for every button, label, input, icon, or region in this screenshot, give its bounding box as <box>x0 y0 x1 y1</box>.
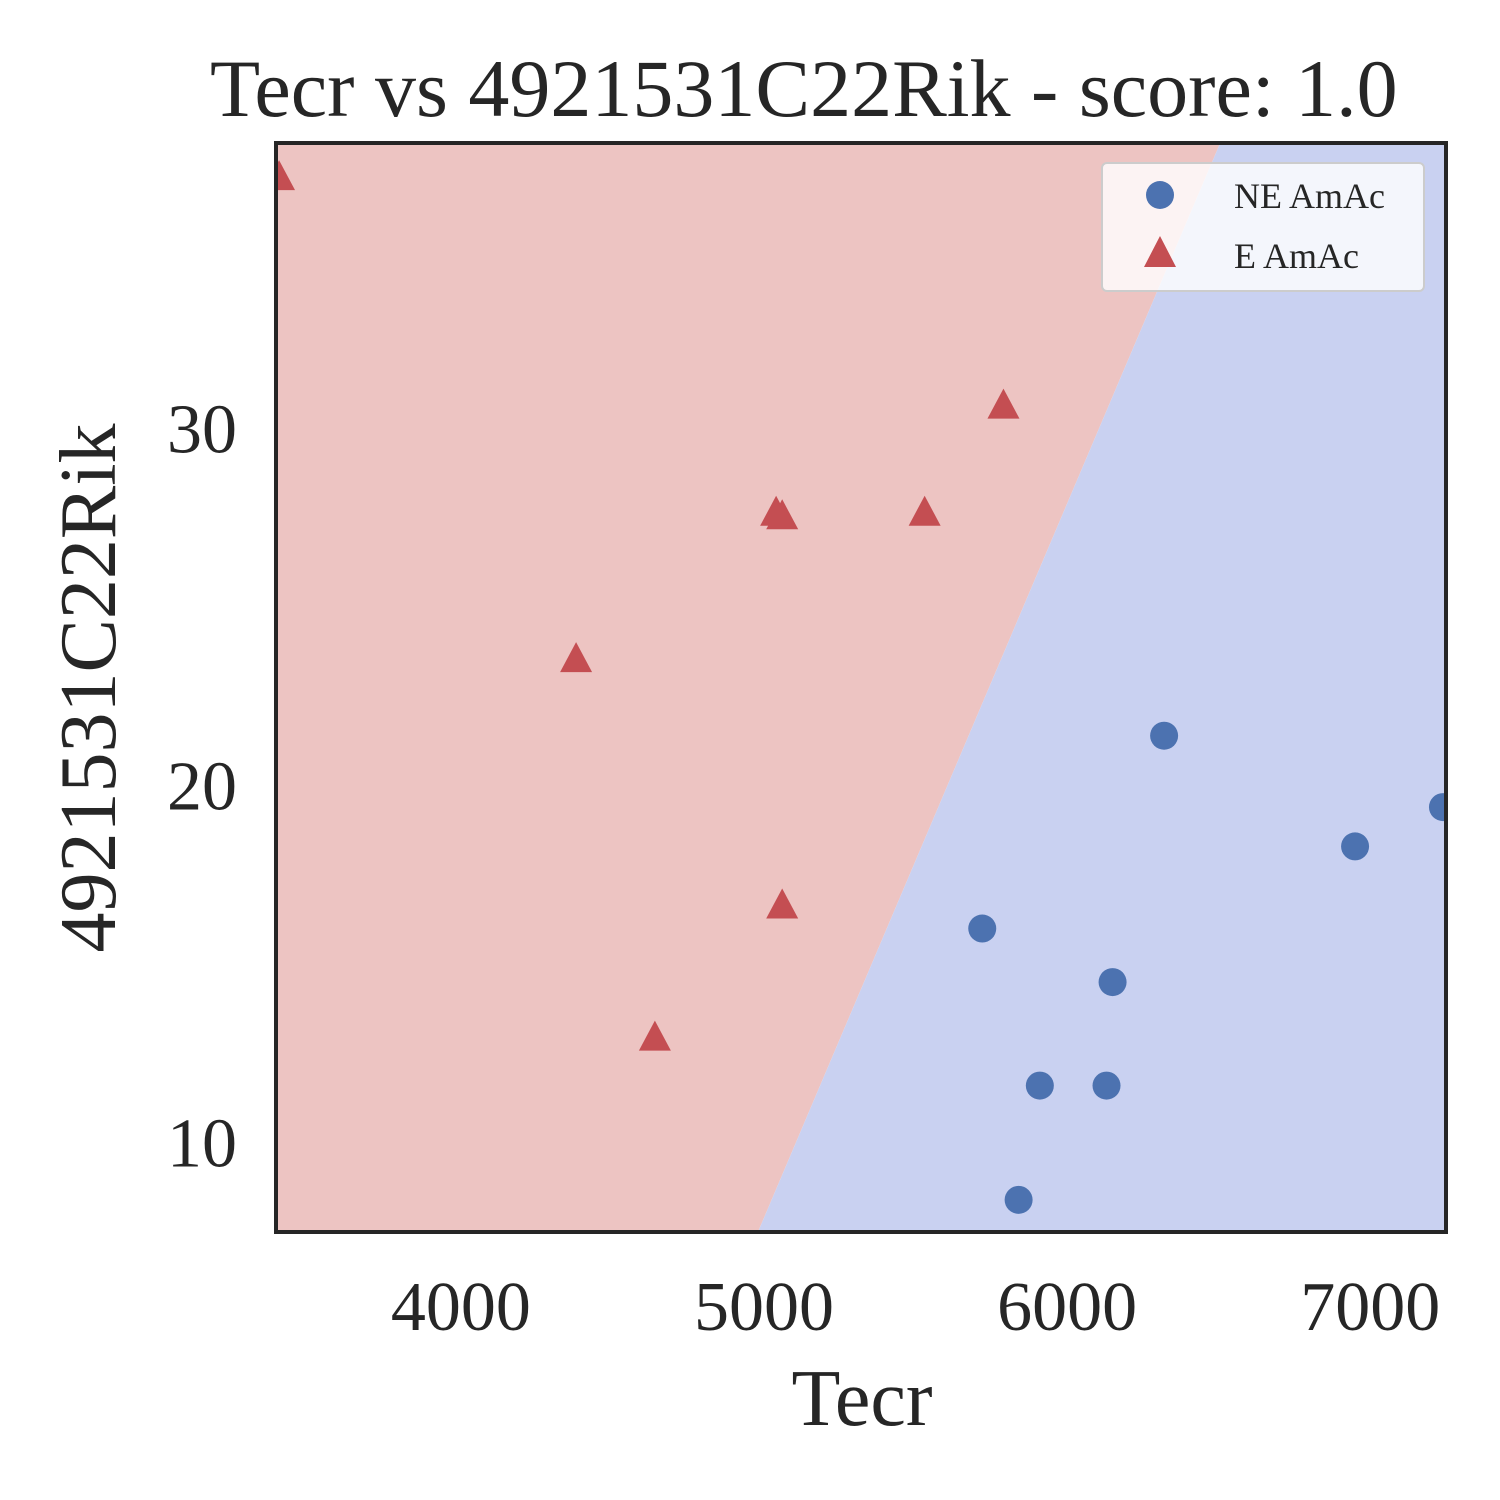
x-tick-label: 4000 <box>391 1269 531 1346</box>
point-ne-amac <box>1098 968 1127 997</box>
chart-title: Tecr vs 4921531C22Rik - score: 1.0 <box>210 43 1398 134</box>
legend-label: E AmAc <box>1234 236 1359 276</box>
y-axis-ticks: 10 20 30 <box>167 392 237 1183</box>
y-tick-label: 10 <box>167 1106 237 1183</box>
plot-background <box>276 143 1446 1232</box>
point-ne-amac <box>1092 1071 1121 1100</box>
point-e-amac <box>987 388 1020 419</box>
point-e-amac <box>276 160 296 191</box>
y-axis-label: 4921531C22Rik <box>45 424 133 953</box>
point-e-amac <box>766 888 799 919</box>
legend-label: NE AmAc <box>1234 176 1385 216</box>
legend-marker-triangle <box>1144 236 1176 267</box>
point-ne-amac <box>1150 721 1179 750</box>
point-ne-amac <box>968 914 997 943</box>
region-ne-amac <box>757 143 1446 1232</box>
x-axis-ticks: 4000 5000 6000 7000 <box>391 1269 1440 1346</box>
plot-frame <box>274 141 1448 1234</box>
y-tick-label: 20 <box>167 749 237 826</box>
point-e-amac <box>908 495 941 526</box>
point-ne-amac <box>1025 1071 1054 1100</box>
point-ne-amac <box>1428 793 1446 822</box>
point-ne-amac <box>1341 832 1370 861</box>
data-marks <box>276 160 1446 1214</box>
x-tick-label: 7000 <box>1300 1269 1440 1346</box>
x-axis-label: Tecr <box>792 1355 933 1443</box>
region-e-amac <box>276 143 1221 1232</box>
x-tick-label: 5000 <box>694 1269 834 1346</box>
point-e-amac <box>766 499 799 530</box>
x-tick-label: 6000 <box>997 1269 1137 1346</box>
y-tick-label: 30 <box>167 392 237 469</box>
legend: NE AmAc E AmAc <box>1101 162 1425 292</box>
point-e-amac <box>638 1020 671 1051</box>
legend-marker-circle <box>1146 181 1174 209</box>
legend-box <box>1101 162 1425 292</box>
point-ne-amac <box>1004 1185 1033 1214</box>
point-e-amac <box>560 642 593 673</box>
